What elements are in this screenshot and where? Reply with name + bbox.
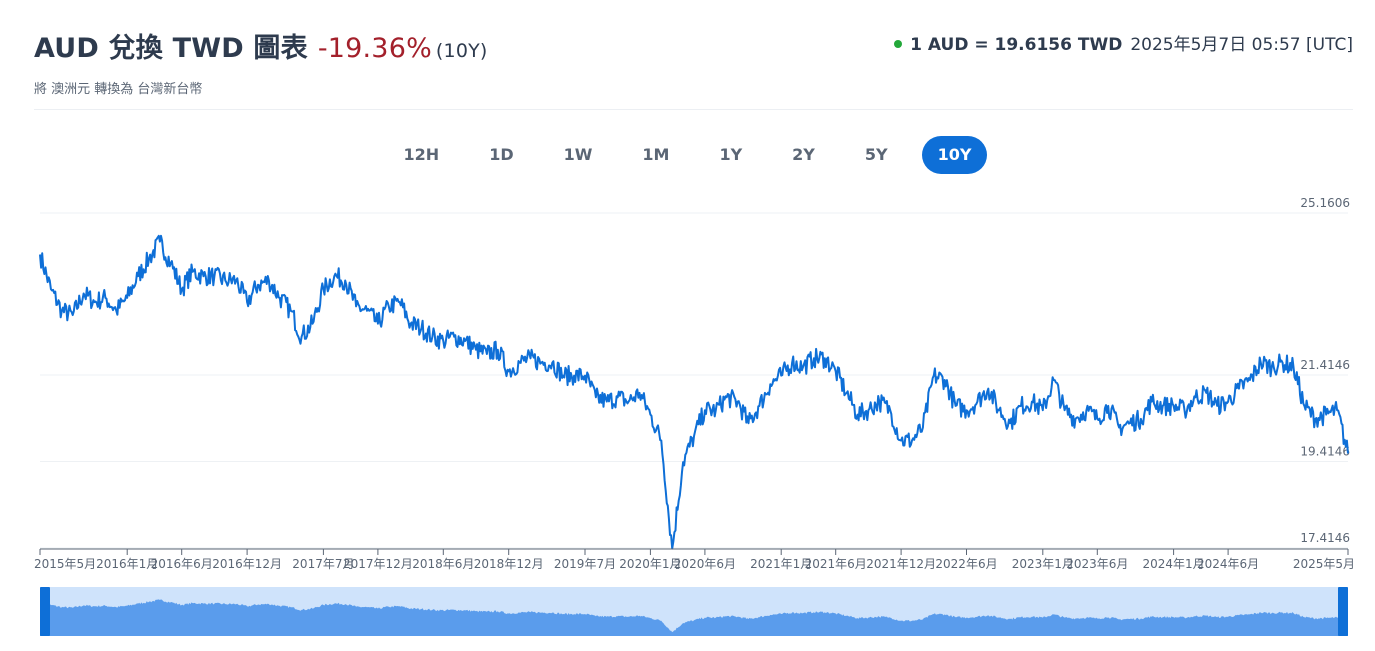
range-navigator[interactable]	[40, 587, 1348, 636]
range-button-5y[interactable]: 5Y	[864, 145, 888, 164]
x-tick-label: 2019年7月	[554, 557, 616, 571]
x-tick-label: 2023年6月	[1066, 557, 1128, 571]
navigator-right-handle[interactable]	[1338, 587, 1348, 636]
x-tick-label: 2016年12月	[212, 557, 282, 571]
page-title: AUD 兌換 TWD 圖表 -19.36% (10Y)	[34, 26, 488, 65]
rate-line-series	[39, 234, 1349, 550]
x-tick-label: 2020年6月	[674, 557, 736, 571]
x-tick-label: 2024年1月	[1143, 557, 1205, 571]
x-tick-label: 2016年1月	[96, 557, 158, 571]
x-tick-label: 2024年6月	[1197, 557, 1259, 571]
range-button-1y[interactable]: 1Y	[719, 145, 743, 164]
x-tick-label: 2022年6月	[935, 557, 997, 571]
navigator-area-series	[40, 599, 1348, 636]
y-tick-label: 19.4146	[1300, 445, 1350, 459]
x-tick-label: 2021年12月	[866, 557, 936, 571]
range-button-10y[interactable]: 10Y	[921, 136, 988, 174]
navigator-left-handle[interactable]	[40, 587, 50, 636]
title-text: AUD 兌換 TWD 圖表	[34, 33, 308, 64]
chart-gridlines	[40, 212, 1348, 549]
range-button-1w[interactable]: 1W	[563, 145, 593, 164]
rate-quote: 1 AUD = 19.6156 TWD	[910, 35, 1123, 55]
rate-timestamp: 2025年5月7日 05:57 [UTC]	[1130, 35, 1353, 55]
change-percent: -19.36%	[317, 33, 432, 64]
range-button-1d[interactable]: 1D	[489, 145, 514, 164]
time-range-selector: 12H 1D 1W 1M 1Y 2Y 5Y 10Y	[0, 136, 1375, 174]
range-button-1m[interactable]: 1M	[642, 145, 670, 164]
range-button-12h[interactable]: 12H	[403, 145, 440, 164]
x-tick-label: 2018年12月	[474, 557, 544, 571]
y-tick-label: 21.4146	[1300, 358, 1350, 372]
range-button-2y[interactable]: 2Y	[792, 145, 815, 164]
rate-display: 1 AUD = 19.6156 TWD 2025年5月7日 05:57 [UTC]	[894, 30, 1353, 55]
x-tick-label: 2020年1月	[619, 557, 681, 571]
x-tick-label: 2017年12月	[343, 557, 413, 571]
conversion-subtitle: 將 澳洲元 轉換為 台灣新台幣	[34, 82, 203, 97]
y-tick-label: 25.1606	[1300, 196, 1350, 210]
x-tick-label: 2023年1月	[1012, 557, 1074, 571]
x-tick-label: 2016年6月	[151, 557, 213, 571]
x-tick-label: 2025年5月	[1293, 557, 1355, 571]
live-dot-icon	[894, 40, 903, 48]
header-divider	[34, 109, 1353, 110]
y-axis-labels: 25.1606 21.4146 19.4146 17.4146	[1300, 196, 1350, 545]
x-tick-label: 2021年1月	[750, 557, 812, 571]
y-tick-label: 17.4146	[1300, 531, 1350, 545]
chart-header: AUD 兌換 TWD 圖表 -19.36% (10Y) 1 AUD = 19.615…	[34, 22, 1353, 65]
x-tick-label: 2015年5月	[34, 557, 96, 571]
x-tick-label: 2017年7月	[292, 557, 354, 571]
x-tick-label: 2018年6月	[412, 557, 474, 571]
change-period: (10Y)	[435, 40, 488, 62]
x-tick-label: 2021年6月	[805, 557, 867, 571]
